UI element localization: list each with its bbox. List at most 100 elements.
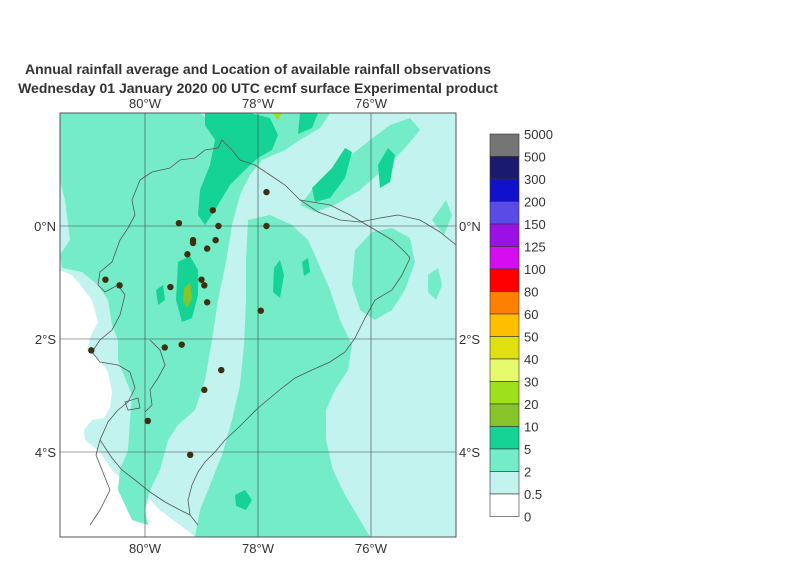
legend-swatch [489, 313, 520, 337]
map-frame [59, 112, 457, 538]
island [124, 397, 141, 411]
legend-swatch [489, 133, 520, 157]
station-marker [187, 451, 194, 459]
rain-band-5-10-small4 [302, 258, 310, 276]
station-marker [161, 344, 168, 351]
station-marker [257, 307, 265, 314]
rain-band-20-30 [183, 282, 192, 308]
station-marker [144, 417, 152, 425]
legend-swatch [489, 246, 520, 270]
station-marker [218, 366, 225, 374]
lon-label-top-1: 78°W [242, 96, 275, 111]
gulf-inner [144, 339, 166, 413]
station-marker [116, 282, 123, 289]
graticule [60, 113, 456, 537]
legend-swatch [489, 291, 520, 315]
lat-label-right-2: 4°S [459, 445, 480, 460]
rain-band-5-10-east2 [378, 148, 395, 188]
station-marker [201, 386, 208, 394]
station-marker [102, 276, 109, 283]
coastal-plain [60, 280, 170, 537]
station-marker [263, 188, 270, 196]
lat-label-left-1: 2°S [35, 332, 56, 347]
station-marker [178, 341, 185, 348]
station-markers [88, 188, 270, 459]
station-marker [212, 236, 219, 244]
legend-label: 500 [524, 150, 546, 165]
station-marker [184, 251, 191, 258]
rain-band-2-5-west [60, 113, 330, 525]
lon-label-bottom-0: 80°W [129, 541, 162, 556]
rain-band-5-10-small3 [235, 490, 252, 510]
rain-band-30 [272, 113, 282, 120]
rain-band-5-10-small2 [156, 285, 165, 305]
rain-band-2-5-blob-east2 [428, 268, 442, 300]
lon-label-bottom-2: 76°W [355, 541, 388, 556]
station-marker [201, 282, 208, 289]
legend-swatch [489, 471, 520, 495]
map-area [60, 113, 456, 537]
station-marker [203, 245, 211, 252]
legend-swatch [489, 403, 520, 427]
legend-label: 60 [524, 307, 538, 322]
coastline [139, 139, 456, 246]
legend-swatch [489, 493, 520, 517]
station-marker [175, 219, 183, 227]
legend-swatch [489, 201, 520, 225]
map-subtitle: Wednesday 01 January 2020 00 UTC ecmf su… [18, 80, 498, 96]
station-marker [209, 206, 216, 214]
legend-swatch [489, 381, 520, 405]
legend-label: 0.5 [524, 487, 542, 502]
lon-label-top-0: 80°W [129, 96, 162, 111]
legend-swatch [489, 268, 520, 292]
axis-labels: 80°W 78°W 76°W 80°W 78°W 76°W 0°N 2°S 4°… [34, 96, 481, 556]
station-marker [198, 276, 205, 283]
legend-label: 50 [524, 330, 538, 345]
station-marker [167, 283, 174, 291]
legend-label: 0 [524, 510, 531, 525]
legend-swatch [489, 358, 520, 382]
legend-label: 125 [524, 240, 546, 255]
coastline-west [91, 179, 191, 516]
map-title: Annual rainfall average and Location of … [24, 61, 492, 77]
legend-swatch [489, 448, 520, 472]
legend-label: 300 [524, 172, 546, 187]
station-marker [88, 347, 95, 354]
legend-label: 30 [524, 375, 538, 390]
rain-band-2-5-east [195, 215, 370, 537]
lat-label-left-2: 4°S [35, 445, 56, 460]
legend-label: 80 [524, 285, 538, 300]
legend-label: 150 [524, 217, 546, 232]
station-marker [203, 299, 211, 306]
legend-swatch [489, 156, 520, 180]
legend-label: 200 [524, 195, 546, 210]
rain-band-2-5-blob-east [352, 228, 415, 320]
legend-label: 10 [524, 420, 538, 435]
legend-label: 20 [524, 397, 538, 412]
station-marker [189, 239, 197, 247]
legend-label: 40 [524, 352, 538, 367]
station-marker [263, 222, 270, 230]
station-marker [215, 222, 222, 230]
coastline-south [89, 439, 111, 526]
lat-label-right-0: 0°N [459, 219, 481, 234]
rain-band-5-10-east [312, 148, 352, 202]
legend-label: 5000 [524, 127, 553, 142]
border-colombia [299, 199, 411, 259]
legend-swatch [489, 426, 520, 450]
legend-swatch [489, 336, 520, 360]
lon-label-top-2: 76°W [355, 96, 388, 111]
colorbar-legend: 5000 500 300 200 150 125 100 80 60 50 40 30 20 10 5 2 0.… [489, 127, 553, 525]
rain-band-5-10-north2 [298, 113, 318, 134]
legend-label: 5 [524, 442, 531, 457]
lat-label-right-1: 2°S [459, 332, 480, 347]
legend-label: 100 [524, 262, 546, 277]
rain-band-5-10-small [273, 260, 284, 298]
lat-label-left-0: 0°N [34, 219, 56, 234]
border-ecuador-peru [187, 257, 411, 526]
lon-label-bottom-1: 78°W [242, 541, 275, 556]
legend-label: 2 [524, 465, 531, 480]
legend-swatch [489, 178, 520, 202]
legend-swatch [489, 223, 520, 247]
